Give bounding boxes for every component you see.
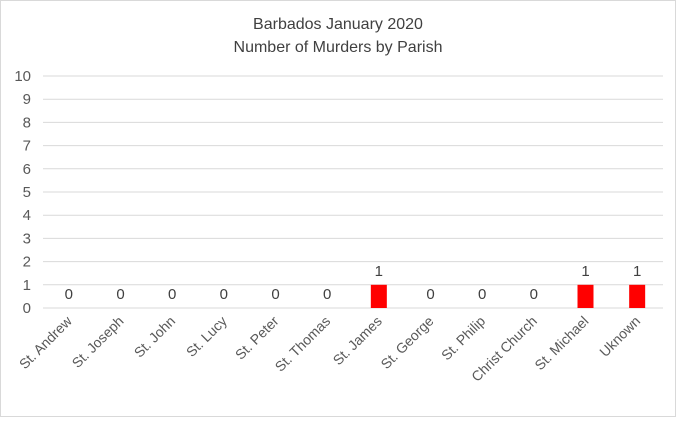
bar xyxy=(629,284,646,308)
data-label: 0 xyxy=(426,286,434,303)
y-tick-label: 5 xyxy=(23,184,31,201)
bars xyxy=(370,284,646,308)
chart-title: Barbados January 2020 xyxy=(253,16,423,33)
gridlines xyxy=(43,75,663,309)
y-tick-label: 10 xyxy=(14,68,31,85)
data-label: 1 xyxy=(633,263,641,280)
y-tick-label: 0 xyxy=(23,300,31,317)
y-tick-label: 4 xyxy=(23,207,31,224)
x-tick-label: St. Joseph xyxy=(69,313,127,371)
data-label: 0 xyxy=(116,286,124,303)
data-label: 0 xyxy=(530,286,538,303)
y-axis-ticks: 0 1 2 3 4 5 6 7 8 9 10 xyxy=(14,68,31,317)
x-tick-label: St. James xyxy=(330,313,385,368)
data-labels: 0 0 0 0 0 0 1 0 0 0 1 1 xyxy=(65,263,642,303)
x-tick-label: St. John xyxy=(131,313,179,361)
y-tick-label: 7 xyxy=(23,138,31,155)
data-label: 0 xyxy=(323,286,331,303)
data-label: 0 xyxy=(220,286,228,303)
y-tick-label: 3 xyxy=(23,230,31,247)
y-tick-label: 2 xyxy=(23,254,31,271)
y-tick-label: 9 xyxy=(23,91,31,108)
data-label: 0 xyxy=(271,286,279,303)
x-tick-label: St. Michael xyxy=(531,313,591,373)
x-tick-label: St. Lucy xyxy=(183,313,230,360)
data-label: 0 xyxy=(478,286,486,303)
y-tick-label: 1 xyxy=(23,277,31,294)
x-tick-label: St. George xyxy=(377,313,436,372)
bar xyxy=(577,284,594,308)
y-tick-label: 8 xyxy=(23,114,31,131)
x-tick-label: Uknown xyxy=(596,313,643,360)
chart-subtitle: Number of Murders by Parish xyxy=(234,39,443,56)
x-tick-label: St. Philip xyxy=(438,313,489,364)
data-label: 0 xyxy=(65,286,73,303)
bar xyxy=(370,284,387,308)
y-tick-label: 6 xyxy=(23,161,31,178)
data-label: 1 xyxy=(581,263,589,280)
x-tick-label: St. Peter xyxy=(232,313,282,363)
data-label: 0 xyxy=(168,286,176,303)
data-label: 1 xyxy=(375,263,383,280)
x-tick-label: St. Andrew xyxy=(16,312,76,372)
x-tick-label: St. Thomas xyxy=(272,313,334,375)
